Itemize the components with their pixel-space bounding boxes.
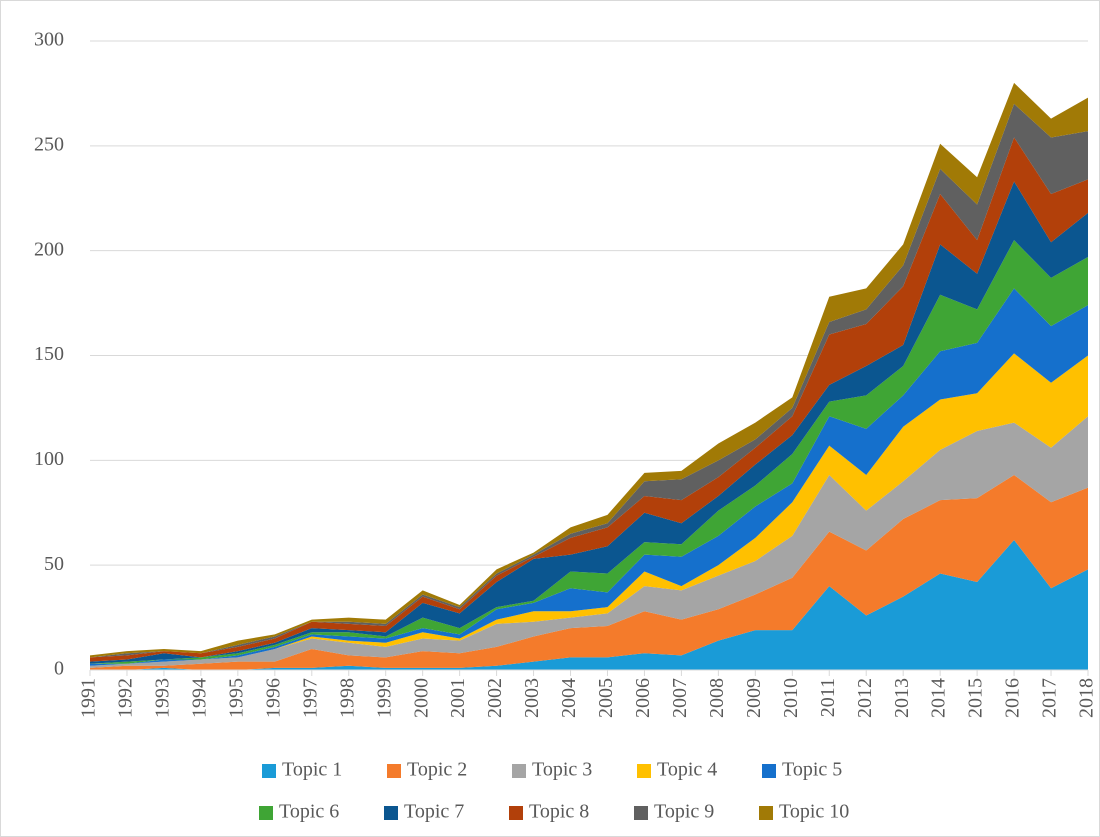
y-tick-label: 200 [34,238,64,260]
legend-swatch [262,764,276,778]
x-tick-label: 1993 [152,678,174,718]
legend-label: Topic 7 [404,801,464,823]
x-tick-label: 2005 [595,678,617,718]
legend-swatch [259,806,273,820]
legend-swatch [637,764,651,778]
area [90,540,1088,670]
x-tick-label: 2007 [669,678,691,718]
legend-swatch [509,806,523,820]
y-tick-label: 250 [34,133,64,155]
x-tick-label: 2008 [706,678,728,718]
legend-label: Topic 5 [782,759,842,781]
x-tick-label: 2009 [743,678,765,718]
area [90,475,1088,670]
legend-swatch [759,806,773,820]
x-tick-label: 1996 [262,678,284,718]
x-tick-label: 1995 [225,678,247,718]
y-tick-label: 150 [34,343,64,365]
x-tick-label: 1994 [188,678,210,718]
x-tick-label: 2018 [1076,678,1098,718]
y-tick-label: 300 [34,29,64,51]
x-tick-label: 2001 [447,678,469,718]
y-tick-label: 50 [44,553,64,575]
x-tick-label: 1992 [115,678,137,718]
x-tick-label: 2012 [854,678,876,718]
legend-label: Topic 10 [779,801,849,823]
x-tick-label: 1998 [336,678,358,718]
legend-swatch [384,806,398,820]
x-tick-label: 1999 [373,678,395,718]
x-tick-label: 2015 [965,678,987,718]
x-tick-label: 2016 [1002,678,1024,718]
legend-label: Topic 9 [654,801,714,823]
legend-swatch [387,764,401,778]
legend-swatch [634,806,648,820]
x-tick-label: 2000 [410,678,432,718]
x-tick-label: 2003 [521,678,543,718]
legend-swatch [762,764,776,778]
area [90,240,1088,664]
legend-label: Topic 8 [529,801,589,823]
legend-label: Topic 1 [282,759,342,781]
legend-label: Topic 3 [532,759,592,781]
area [90,353,1088,666]
legend-label: Topic 4 [657,759,717,781]
x-tick-label: 2011 [817,678,839,717]
y-tick-label: 100 [34,448,64,470]
area [90,181,1088,664]
x-tick-label: 2004 [558,678,580,718]
legend-swatch [512,764,526,778]
x-tick-label: 2013 [891,678,913,718]
x-tick-label: 2014 [928,678,950,718]
x-tick-label: 1997 [299,678,321,718]
x-tick-label: 2002 [484,678,506,718]
area [90,416,1088,668]
x-tick-label: 2010 [780,678,802,718]
x-tick-label: 2017 [1039,678,1061,718]
legend-label: Topic 2 [407,759,467,781]
y-tick-label: 0 [54,658,64,680]
x-tick-label: 1991 [78,678,100,718]
legend-label: Topic 6 [279,801,339,823]
x-tick-label: 2006 [632,678,654,718]
